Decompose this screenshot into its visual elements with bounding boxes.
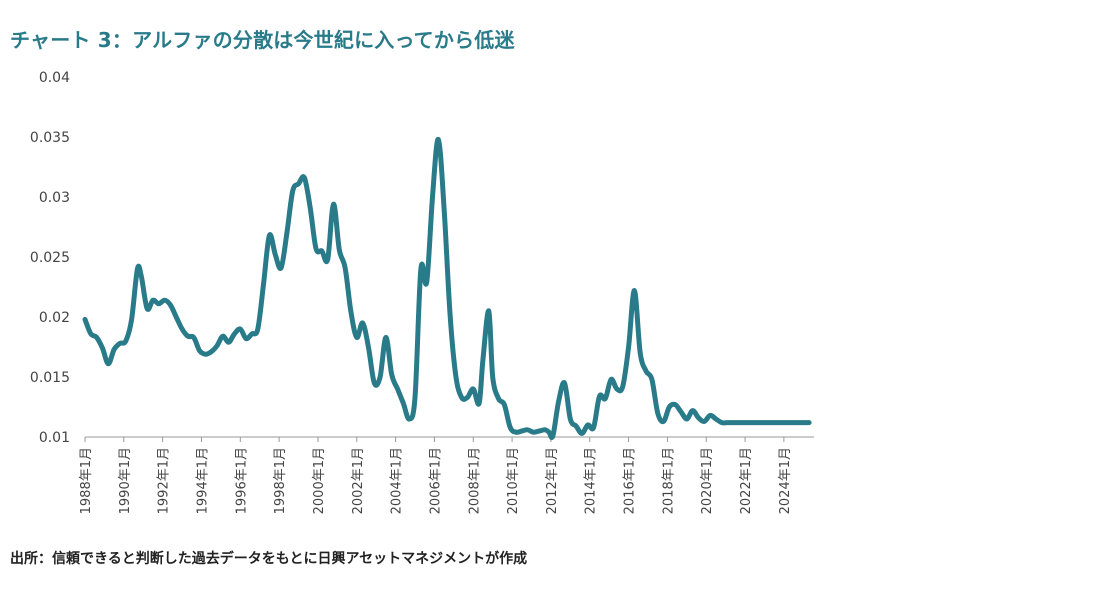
x-tick-label: 2020年1月 <box>700 447 715 514</box>
x-tick-label: 2016年1月 <box>623 447 638 514</box>
y-tick-label: 0.035 <box>30 130 70 146</box>
x-tick-label: 2022年1月 <box>739 447 754 514</box>
x-tick-label: 2002年1月 <box>351 447 366 514</box>
x-tick-label: 1990年1月 <box>118 447 133 514</box>
y-tick-label: 0.04 <box>39 70 70 86</box>
series-layer <box>82 136 812 441</box>
series-line <box>82 136 812 441</box>
x-tick-label: 2014年1月 <box>584 447 599 514</box>
y-axis: 0.04 0.035 0.03 0.025 0.02 0.015 0.01 <box>30 70 70 446</box>
x-tick-label: 2008年1月 <box>467 447 482 514</box>
x-axis: 1988年1月 1990年1月 1992年1月 1994年1月 1996年1月 1998年… <box>79 436 814 514</box>
source-note: 出所：信頼できると判断した過去データをもとに日興アセットマネジメントが作成 <box>10 551 528 567</box>
y-tick-label: 0.015 <box>30 370 70 386</box>
y-tick-label: 0.03 <box>39 190 70 206</box>
x-tick-label: 1998年1月 <box>273 447 288 514</box>
x-tick-label: 2010年1月 <box>506 447 521 514</box>
chart-title: チャート 3：アルファの分散は今世紀に入ってから低迷 <box>10 28 515 52</box>
y-tick-label: 0.02 <box>39 310 70 326</box>
x-tick-label: 1992年1月 <box>157 447 172 514</box>
x-tick-label: 2006年1月 <box>428 447 443 514</box>
x-tick-label: 1988年1月 <box>79 447 94 514</box>
x-tick-label: 2024年1月 <box>778 447 793 514</box>
x-tick-label: 2018年1月 <box>661 447 676 514</box>
x-tick-label: 1994年1月 <box>195 447 210 514</box>
y-tick-label: 0.01 <box>39 430 70 446</box>
x-tick-label: 1996年1月 <box>234 447 249 514</box>
x-tick-label: 2004年1月 <box>390 447 405 514</box>
y-tick-label: 0.025 <box>30 250 70 266</box>
x-tick-label: 2000年1月 <box>312 447 327 514</box>
x-tick-label: 2012年1月 <box>545 447 560 514</box>
